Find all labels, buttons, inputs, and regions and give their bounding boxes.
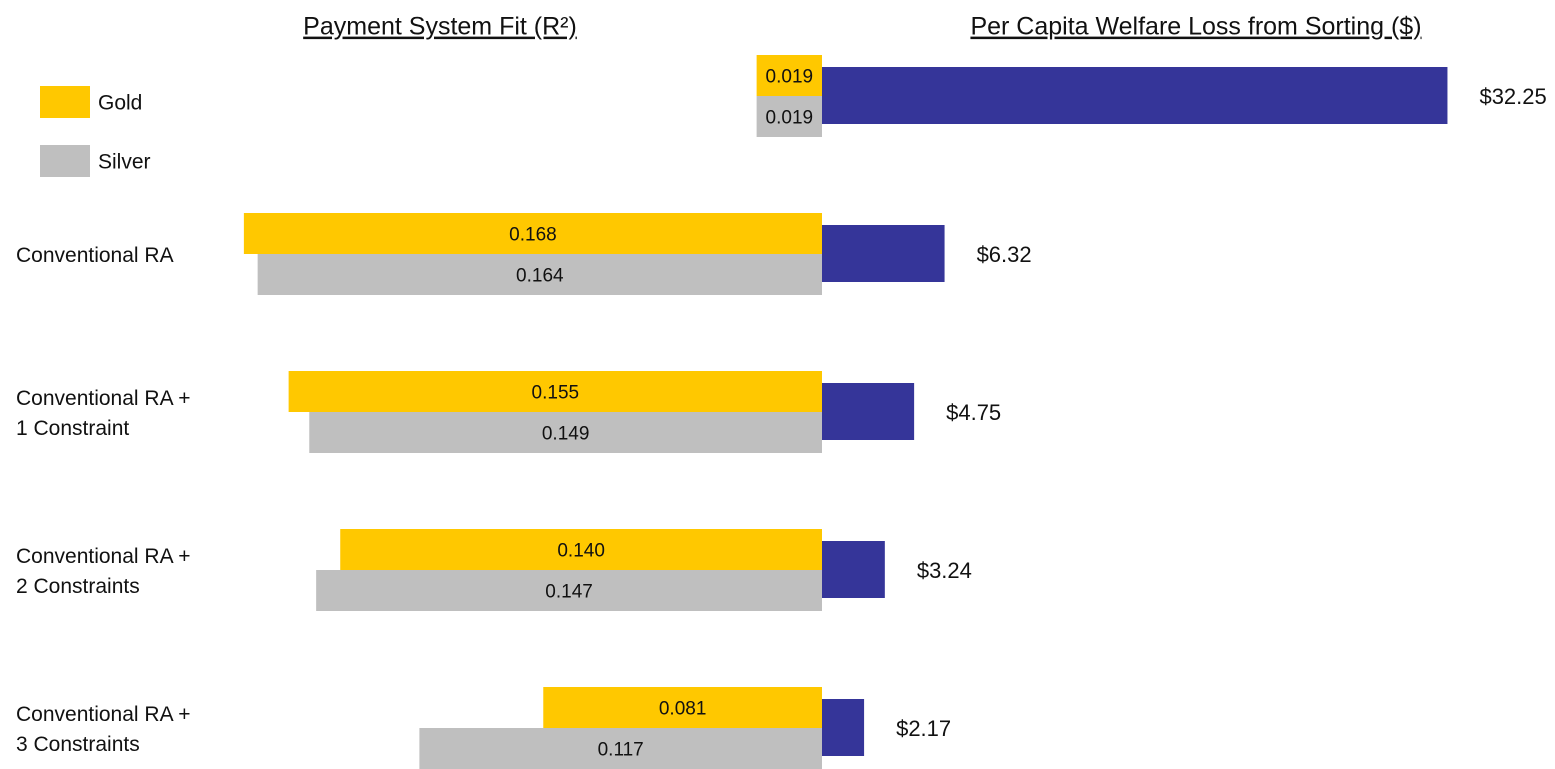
bar (543, 687, 822, 728)
bar (756, 96, 822, 137)
bar (316, 570, 822, 611)
chart-title: Per Capita Welfare Loss from Sorting ($) (970, 13, 1421, 41)
category-label: Conventional RA + 3 Constraints (16, 703, 191, 756)
bar (756, 55, 822, 96)
data-label: 0.019 (766, 67, 814, 88)
data-label: 0.081 (659, 699, 707, 720)
category-label: Conventional RA + 1 Constraint (16, 387, 191, 440)
data-label: 0.147 (545, 582, 593, 603)
category-label: Conventional RA (16, 244, 174, 267)
data-label: $6.32 (977, 242, 1032, 267)
bar (288, 371, 822, 412)
bar (822, 383, 915, 440)
bar (340, 529, 822, 570)
bar (822, 699, 865, 756)
bar (243, 213, 823, 254)
bar (822, 541, 885, 598)
legend-swatch (40, 145, 90, 177)
legend-label: Gold (98, 92, 142, 115)
data-label: $3.24 (917, 558, 972, 583)
bar (257, 254, 822, 295)
data-label: 0.117 (598, 740, 644, 761)
data-label: 0.019 (766, 108, 814, 129)
bar (822, 67, 1448, 124)
data-label: $2.17 (896, 716, 951, 741)
data-label: 0.149 (542, 424, 590, 445)
bar (419, 728, 822, 769)
data-label: 0.168 (509, 225, 557, 246)
legend-swatch (40, 86, 90, 118)
data-label: $32.25 (1479, 84, 1546, 109)
data-label: $4.75 (946, 400, 1001, 425)
chart-title: Payment System Fit (R²) (303, 13, 577, 41)
bar (309, 412, 822, 453)
data-label: 0.164 (516, 266, 564, 287)
bar (822, 225, 945, 282)
data-label: 0.140 (557, 541, 605, 562)
data-label: 0.155 (532, 383, 580, 404)
category-label: Conventional RA + 2 Constraints (16, 545, 191, 598)
legend-label: Silver (98, 151, 151, 174)
